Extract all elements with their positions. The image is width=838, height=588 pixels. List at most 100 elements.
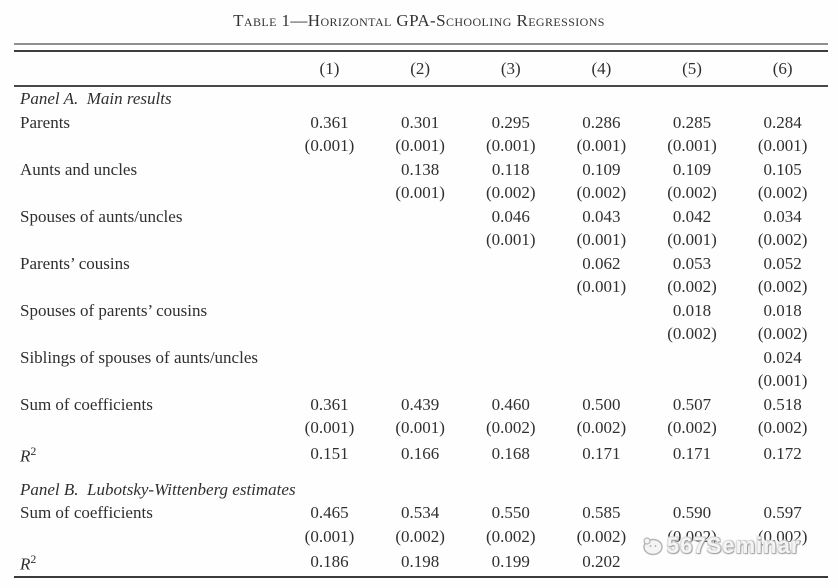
cell-std-error: (0.002) (667, 277, 717, 296)
cell-estimate (375, 346, 466, 370)
column-header-5: (5) (646, 52, 738, 87)
cell-estimate: 0.500 (582, 394, 621, 414)
cell-std-error: (0.002) (485, 418, 536, 437)
cell-estimate: 0.597 (763, 503, 802, 523)
cell-estimate (284, 299, 375, 323)
cell-std-error: (0.002) (576, 183, 627, 202)
cell-estimate: 0.109 (582, 159, 621, 179)
cell-estimate: 0.460 (491, 394, 530, 414)
cell-estimate (284, 205, 375, 229)
cell-std-error (375, 322, 466, 346)
cell-std-error: (0.002) (485, 526, 536, 546)
row-label-empty (14, 416, 284, 440)
cell-std-error: (0.001) (757, 371, 808, 390)
table-row-std-errors: (0.001) (14, 369, 828, 393)
cell-estimate: 0.018 (763, 300, 802, 320)
cell-std-error (284, 369, 375, 393)
cell-std-error: (0.002) (757, 526, 808, 546)
column-header-4: (4) (556, 52, 647, 87)
table-row-std-errors: (0.001) (0.001) (0.002) (0.002) (0.002) (0.00… (14, 416, 828, 440)
column-header-2: (2) (374, 52, 466, 87)
cell-std-error: (0.001) (395, 136, 445, 155)
table-row-std-errors: (0.001) (0.001) (0.001) (0.002) (14, 228, 828, 252)
cell-estimate: 0.186 (310, 552, 349, 572)
cell-estimate: 0.062 (582, 253, 621, 273)
cell-estimate (375, 205, 466, 229)
top-rule-dark-line (14, 50, 828, 52)
row-label-empty (14, 181, 284, 205)
table-row-std-errors: (0.001) (0.002) (0.002) (0.002) (0.002) (0.00… (14, 525, 828, 549)
row-label-empty (14, 525, 284, 549)
bottom-rule (14, 576, 828, 579)
cell-estimate: 0.507 (672, 394, 712, 414)
cell-std-error: (0.002) (757, 230, 808, 249)
cell-std-error: (0.002) (576, 526, 627, 546)
cell-estimate: 0.168 (491, 443, 530, 463)
cell-estimate (375, 299, 466, 323)
cell-estimate: 0.590 (672, 503, 712, 523)
cell-std-error (556, 322, 647, 346)
cell-std-error: (0.001) (395, 183, 445, 202)
table-row: R2 0.186 0.198 0.199 0.202 (14, 548, 828, 576)
cell-estimate: 0.024 (763, 347, 802, 367)
cell-std-error: (0.001) (304, 418, 355, 437)
row-label: Parents (20, 112, 71, 132)
row-label-empty (14, 134, 284, 158)
table-row-std-errors: (0.001) (0.002) (0.002) (0.002) (0.002) (14, 181, 828, 205)
cell-std-error (284, 181, 375, 205)
cell-std-error: (0.001) (395, 418, 445, 437)
cell-std-error: (0.002) (667, 324, 717, 343)
cell-std-error: (0.002) (485, 183, 536, 202)
row-label-empty (14, 369, 284, 393)
table-row: Siblings of spouses of aunts/uncles 0.024 (14, 346, 828, 370)
cell-estimate: 0.285 (672, 112, 712, 132)
table-row: Parents 0.361 0.301 0.295 0.286 0.285 0.284 (14, 111, 828, 135)
table-body: Panel A. Main results Parents 0.361 0.301 0.… (14, 86, 828, 576)
row-label: R2 (20, 552, 37, 574)
cell-std-error: (0.001) (667, 136, 717, 155)
cell-estimate: 0.105 (763, 159, 802, 179)
cell-std-error: (0.001) (576, 230, 627, 249)
cell-std-error (465, 275, 556, 299)
cell-std-error: (0.002) (757, 418, 808, 437)
cell-estimate: 0.199 (491, 552, 530, 572)
panel-label: Panel B. Lubotsky-Wittenberg estimates (20, 479, 296, 499)
cell-estimate: 0.585 (582, 503, 621, 523)
cell-estimate (375, 252, 466, 276)
cell-std-error: (0.001) (576, 136, 627, 155)
cell-estimate: 0.284 (763, 112, 802, 132)
row-label: Siblings of spouses of aunts/uncles (20, 347, 258, 367)
row-label-empty (14, 228, 284, 252)
cell-std-error (284, 322, 375, 346)
panel-label-row: Panel A. Main results (14, 86, 828, 111)
table-title: Table 1—Horizontal GPA-Schooling Regress… (233, 11, 605, 30)
top-rule-light-line (14, 43, 828, 45)
cell-estimate: 0.286 (582, 112, 621, 132)
cell-estimate: 0.052 (763, 253, 802, 273)
cell-estimate: 0.534 (400, 503, 440, 523)
cell-estimate: 0.034 (763, 206, 802, 226)
top-double-rule (14, 43, 828, 52)
header-empty-cell (14, 52, 285, 87)
column-header-3: (3) (465, 52, 557, 87)
cell-estimate (284, 158, 375, 182)
cell-estimate: 0.046 (491, 206, 530, 226)
cell-estimate (647, 548, 738, 576)
cell-std-error (375, 275, 466, 299)
cell-std-error (375, 228, 466, 252)
cell-std-error: (0.002) (667, 526, 717, 546)
cell-estimate: 0.053 (672, 253, 712, 273)
cell-estimate: 0.109 (672, 159, 712, 179)
cell-estimate: 0.465 (310, 503, 349, 523)
cell-std-error: (0.002) (757, 324, 808, 343)
cell-estimate (647, 346, 738, 370)
cell-estimate: 0.202 (582, 552, 621, 572)
table-row: Sum of coefficients 0.361 0.439 0.460 0.500 0… (14, 393, 828, 417)
cell-std-error: (0.002) (667, 183, 717, 202)
table-row-std-errors: (0.002) (0.002) (14, 322, 828, 346)
cell-std-error (284, 275, 375, 299)
cell-estimate (737, 548, 828, 576)
cell-estimate: 0.518 (763, 394, 802, 414)
cell-std-error (375, 369, 466, 393)
